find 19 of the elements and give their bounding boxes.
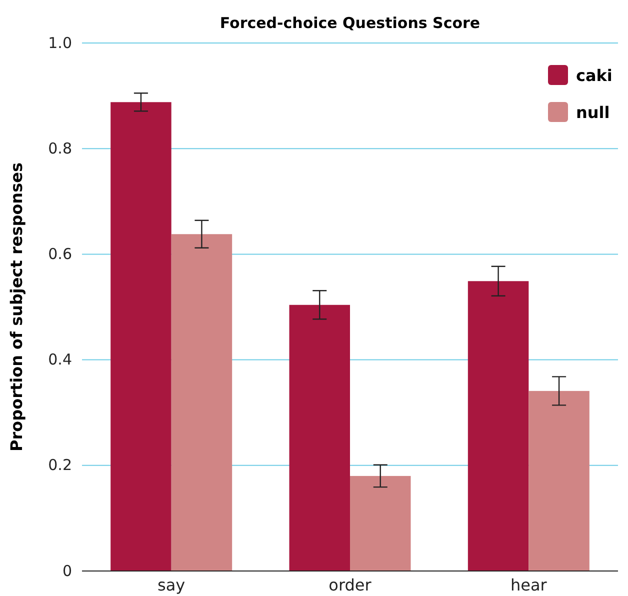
y-tick-label: 0.6 xyxy=(48,245,72,263)
bar xyxy=(528,390,590,571)
y-tick-label: 0.4 xyxy=(48,350,72,369)
bar xyxy=(171,234,232,571)
legend-label: null xyxy=(576,103,610,122)
y-tick-label: 0 xyxy=(62,562,72,580)
y-tick-label: 0.8 xyxy=(48,139,72,158)
x-tick-label: order xyxy=(328,575,372,594)
x-tick-label: hear xyxy=(510,575,548,594)
bar xyxy=(350,476,411,571)
y-tick-label: 1.0 xyxy=(48,34,72,52)
x-tick-label: say xyxy=(158,575,186,594)
bar xyxy=(468,281,529,571)
chart-title: Forced-choice Questions Score xyxy=(220,14,480,32)
bar xyxy=(110,102,172,571)
y-tick-label: 0.2 xyxy=(48,456,72,474)
y-axis-title: Proportion of subject responses xyxy=(7,162,26,452)
legend-label: caki xyxy=(576,66,612,85)
bar xyxy=(289,304,350,571)
